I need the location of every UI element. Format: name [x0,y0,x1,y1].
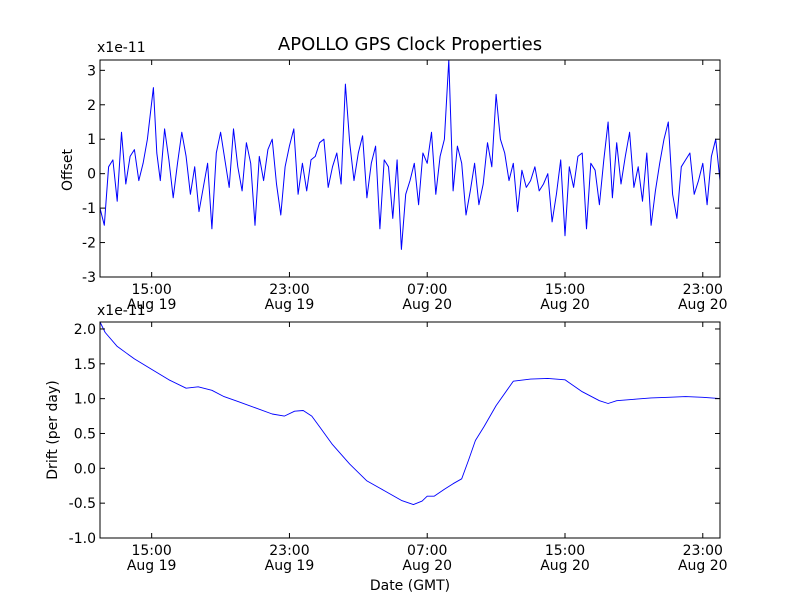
drift-y-tick-label: 0.0 [74,461,96,477]
drift-y-tick-label: 0.5 [74,426,96,442]
offset-y-tick-label: -2 [82,236,96,252]
offset-y-tick-label: -3 [82,270,96,286]
offset-x-tick-label-date: Aug 20 [540,297,590,313]
drift-y-tick-label: -1.0 [69,531,96,547]
drift-y-tick-label: 2.0 [74,322,96,338]
drift-x-tick-label-date: Aug 20 [402,558,452,574]
offset-y-tick-label: 1 [87,132,96,148]
drift-x-tick-label-date: Aug 19 [127,558,177,574]
offset-x-tick-label-time: 15:00 [131,282,171,298]
offset-series-line [99,59,721,250]
drift-y-tick-label: -0.5 [69,496,96,512]
drift-x-tick-label-date: Aug 20 [540,558,590,574]
offset-x-tick-label-date: Aug 20 [678,297,728,313]
drift-multiplier-label: x1e-11 [97,303,146,319]
x-axis-label: Date (GMT) [370,578,450,594]
chart-title: APOLLO GPS Clock Properties [278,34,542,55]
drift-panel: x1e-11 Drift (per day) -1.0 -0.5 0.0 0.5 1.0… [45,303,728,574]
offset-x-tick-label-time: 07:00 [407,282,447,298]
offset-x-tick-label-time: 15:00 [545,282,585,298]
drift-x-tick-label-time: 07:00 [407,543,447,559]
offset-y-axis-label: Offset [60,148,76,191]
offset-y-tick-label: -1 [82,201,96,217]
offset-x-tick-label-time: 23:00 [683,282,723,298]
drift-plot-frame [99,321,721,539]
offset-y-tick-label: 2 [87,98,96,114]
offset-multiplier-label: x1e-11 [97,40,146,56]
offset-x-tick-label-date: Aug 19 [127,297,177,313]
drift-series-line [99,321,721,506]
drift-x-tick-label-time: 23:00 [269,543,309,559]
drift-x-tick-label-date: Aug 19 [265,558,315,574]
drift-x-tick-label-date: Aug 20 [678,558,728,574]
offset-x-tick-label-time: 23:00 [269,282,309,298]
offset-plot-frame [99,59,721,278]
drift-x-tick-label-time: 23:00 [683,543,723,559]
drift-y-tick-label: 1.5 [74,357,96,373]
offset-x-tick-label-date: Aug 20 [402,297,452,313]
drift-x-tick-label-time: 15:00 [131,543,171,559]
drift-x-tick-label-time: 15:00 [545,543,585,559]
drift-y-tick-label: 1.0 [74,392,96,408]
drift-y-axis-label: Drift (per day) [45,380,61,479]
offset-y-tick-label: 3 [87,63,96,79]
offset-x-tick-label-date: Aug 19 [265,297,315,313]
offset-y-tick-label: 0 [87,167,96,183]
